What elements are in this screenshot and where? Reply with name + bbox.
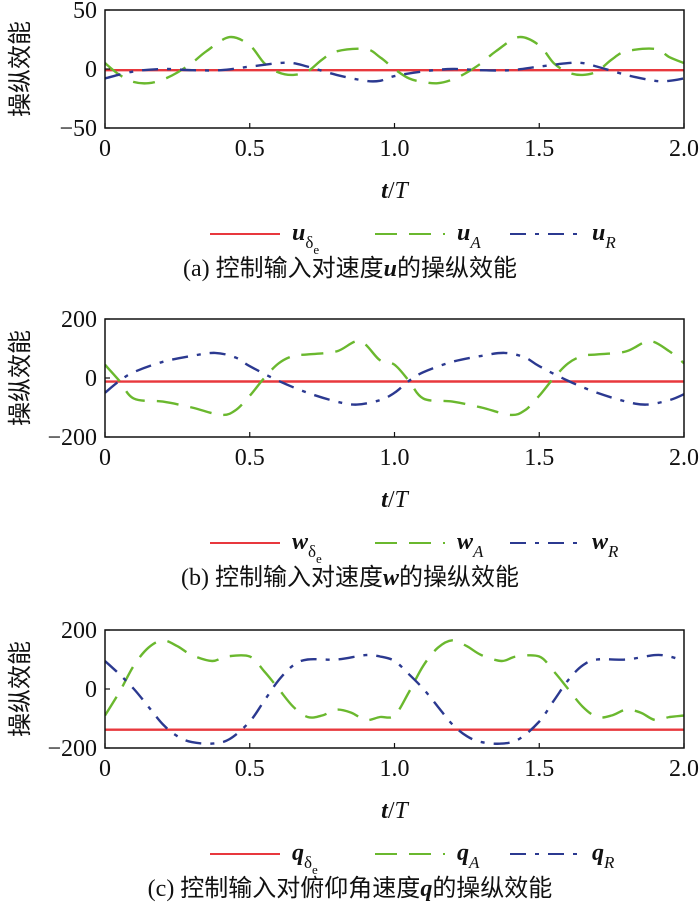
legend-label-R: qR	[592, 840, 615, 872]
legend-subscript: A	[472, 542, 484, 561]
x-tick-label: 0.5	[235, 756, 265, 782]
series-line-u-A	[105, 35, 684, 85]
legend-subscript: δ	[308, 542, 316, 561]
y-tick-label: 0	[85, 677, 97, 703]
x-tick-label: 0	[99, 136, 111, 162]
y-tick-label: −200	[47, 736, 97, 762]
x-tick-label: 2.0	[669, 756, 699, 782]
panel-caption: (c) 控制输入对俯仰角速度q的操纵效能	[148, 875, 553, 902]
legend-label-R: uR	[592, 220, 616, 252]
x-axis-label-var: t	[381, 487, 389, 513]
legend-var: u	[592, 220, 605, 246]
caption-prefix: (a) 控制输入对速度	[183, 255, 384, 282]
y-tick-label: −50	[59, 116, 97, 142]
x-tick-label: 1.5	[524, 756, 554, 782]
panel-caption: (b) 控制输入对速度w的操纵效能	[181, 564, 519, 591]
x-tick-label: 1.0	[380, 756, 410, 782]
legend-var: w	[457, 529, 474, 555]
x-axis-label-var2: T	[394, 487, 409, 513]
legend-var: q	[457, 840, 469, 866]
caption-suffix: 的操纵效能	[397, 255, 517, 282]
x-tick-label: 0	[99, 756, 111, 782]
legend-label-A: qA	[457, 840, 480, 872]
x-axis-label: t/T	[381, 178, 409, 204]
legend-subscript2: e	[316, 551, 322, 566]
legend-var: w	[592, 529, 609, 555]
x-tick-label: 1.5	[524, 445, 554, 471]
x-tick-label: 0	[99, 445, 111, 471]
caption-var: u	[384, 256, 397, 282]
x-tick-label: 1.5	[524, 136, 554, 162]
x-axis-label-var: t	[381, 178, 389, 204]
legend-var: w	[292, 529, 309, 555]
series-line-w-R	[105, 351, 684, 406]
x-axis-label: t/T	[381, 798, 409, 824]
legend-subscript2: e	[313, 242, 319, 257]
legend-var: q	[292, 840, 304, 866]
x-axis-label-var2: T	[394, 798, 409, 824]
series-line-u-R	[105, 61, 684, 83]
x-tick-label: 1.0	[380, 136, 410, 162]
caption-suffix: 的操纵效能	[432, 875, 552, 902]
y-axis-label: 操纵效能	[7, 330, 34, 426]
x-axis-label-sep: /	[388, 487, 395, 513]
legend-label-A: wA	[457, 529, 484, 561]
y-tick-label: 50	[73, 0, 97, 24]
legend-label-δ: wδe	[292, 529, 322, 566]
x-axis-label-sep: /	[388, 178, 395, 204]
legend-var: u	[292, 220, 305, 246]
x-tick-label: 0.5	[235, 136, 265, 162]
legend-subscript: δ	[304, 853, 312, 872]
caption-var: w	[383, 565, 400, 591]
series-line-w-A	[105, 339, 684, 417]
legend-label-δ: uδe	[292, 220, 319, 257]
legend-label-R: wR	[592, 529, 619, 561]
x-tick-label: 2.0	[669, 445, 699, 471]
y-axis-label: 操纵效能	[7, 21, 34, 117]
legend-subscript: R	[607, 542, 619, 561]
caption-prefix: (c) 控制输入对俯仰角速度	[148, 875, 421, 902]
plot-frame	[104, 318, 685, 438]
caption-suffix: 的操纵效能	[399, 564, 519, 591]
y-tick-label: 0	[85, 57, 97, 83]
x-tick-label: 1.0	[380, 445, 410, 471]
legend-label-δ: qδe	[292, 840, 318, 877]
legend-subscript: A	[469, 233, 481, 252]
legend-subscript: A	[468, 853, 480, 872]
y-tick-label: 200	[61, 618, 97, 644]
legend-var: q	[592, 840, 604, 866]
x-tick-label: 0.5	[235, 445, 265, 471]
legend-var: u	[457, 220, 470, 246]
caption-var: q	[420, 876, 432, 902]
legend-subscript: δ	[305, 233, 313, 252]
series-line-q-A	[105, 639, 684, 722]
caption-prefix: (b) 控制输入对速度	[181, 564, 383, 591]
x-axis-label-var2: T	[394, 178, 409, 204]
y-axis-label: 操纵效能	[7, 641, 34, 737]
y-tick-label: −200	[47, 425, 97, 451]
x-axis-label: t/T	[381, 487, 409, 513]
y-tick-label: 0	[85, 366, 97, 392]
series-line-q-R	[105, 653, 684, 745]
x-axis-label-var: t	[381, 798, 389, 824]
legend-subscript: R	[603, 853, 615, 872]
x-tick-label: 2.0	[669, 136, 699, 162]
x-axis-label-sep: /	[388, 798, 395, 824]
panel-caption: (a) 控制输入对速度u的操纵效能	[183, 255, 517, 282]
legend-label-A: uA	[457, 220, 481, 252]
y-tick-label: 200	[61, 307, 97, 333]
legend-subscript2: e	[312, 862, 318, 877]
legend-subscript: R	[604, 233, 616, 252]
